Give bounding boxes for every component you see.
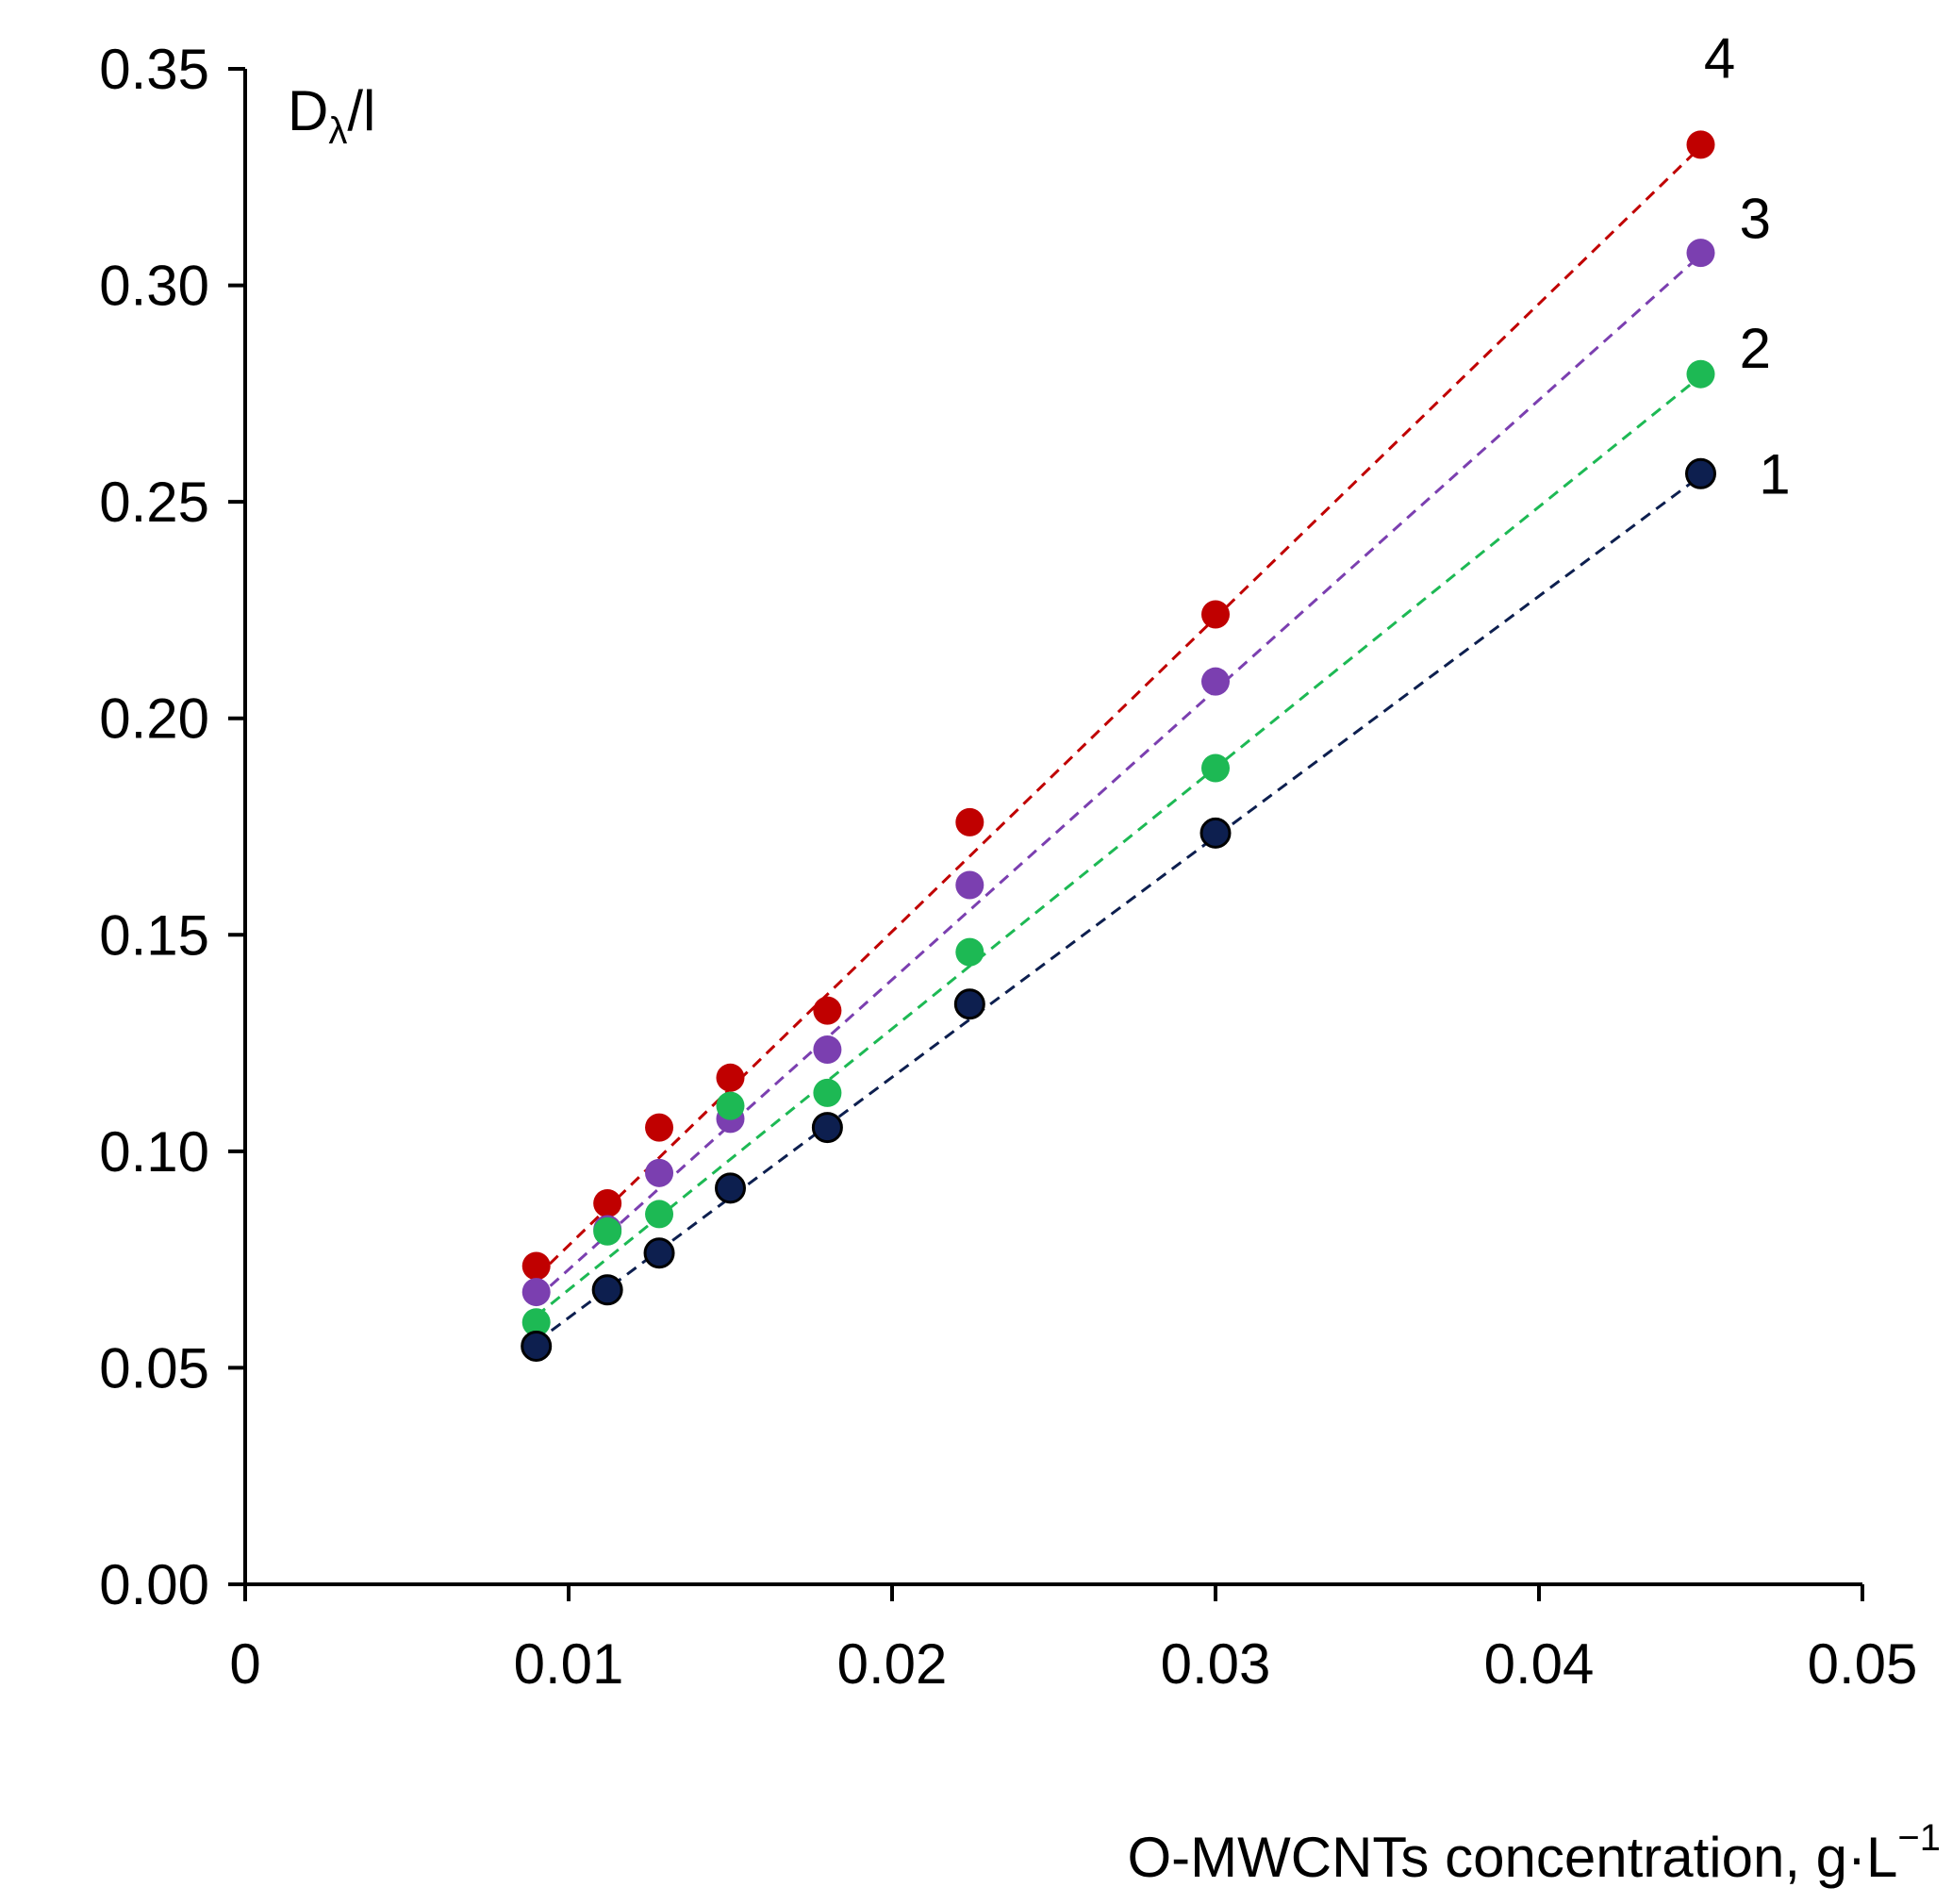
data-point-series-1 — [811, 1112, 843, 1144]
ticks-group: 0.00 0.05 0.10 0.15 0.20 0.25 0.30 0.35 0 0.01 0.0… — [99, 38, 1917, 1696]
axes-group — [243, 69, 1862, 1586]
data-point-series-4 — [1201, 600, 1230, 629]
data-point-series-2 — [645, 1200, 674, 1229]
y-axis-title-subscript: λ — [328, 110, 347, 152]
x-tick-label: 0.01 — [514, 1632, 624, 1696]
x-axis-title: O-MWCNTs concentration, g·L−1 — [1128, 1817, 1942, 1889]
x-tick-label: 0.05 — [1808, 1632, 1918, 1696]
data-point-series-4 — [813, 996, 842, 1025]
trendline-series-1 — [535, 474, 1702, 1344]
data-point-series-3 — [645, 1158, 674, 1187]
y-axis-title-main: D — [288, 79, 328, 142]
trendline-series-2 — [535, 374, 1702, 1317]
data-point-series-4 — [955, 807, 984, 836]
data-point-series-1 — [1685, 457, 1716, 489]
y-tick-label: 0.00 — [99, 1553, 209, 1616]
data-point-series-3 — [521, 1278, 551, 1307]
series-label-4: 4 — [1704, 27, 1735, 91]
data-point-series-3 — [1686, 239, 1715, 268]
data-point-series-1 — [715, 1172, 746, 1204]
data-point-series-2 — [1686, 359, 1715, 389]
data-point-series-4 — [521, 1251, 551, 1281]
x-tick-label: 0 — [229, 1632, 260, 1696]
y-tick-label: 0.20 — [99, 687, 209, 751]
data-point-series-2 — [593, 1217, 622, 1246]
trendline-series-4 — [535, 145, 1702, 1279]
data-point-series-2 — [716, 1091, 745, 1120]
data-point-series-1 — [521, 1330, 553, 1362]
data-point-series-4 — [593, 1188, 622, 1217]
x-tick-label: 0.03 — [1161, 1632, 1271, 1696]
x-axis-title-superscript: −1 — [1897, 1817, 1941, 1859]
y-tick-label: 0.15 — [99, 903, 209, 967]
series-labels-group: 1 2 3 4 — [1704, 27, 1791, 506]
data-point-series-3 — [813, 1035, 842, 1064]
data-point-series-4 — [716, 1063, 745, 1092]
data-point-series-4 — [645, 1113, 674, 1142]
data-point-series-1 — [953, 988, 985, 1020]
data-point-series-3 — [955, 870, 984, 900]
data-point-series-3 — [1201, 667, 1230, 696]
y-tick-label: 0.10 — [99, 1120, 209, 1184]
data-point-series-1 — [1199, 817, 1232, 849]
y-tick-label: 0.35 — [99, 38, 209, 101]
data-point-series-1 — [643, 1237, 675, 1269]
x-tick-label: 0.04 — [1484, 1632, 1595, 1696]
data-point-series-2 — [813, 1078, 842, 1107]
data-point-series-2 — [521, 1308, 551, 1337]
y-axis-title-rest: /l — [347, 79, 375, 142]
x-tick-label: 0.02 — [837, 1632, 948, 1696]
series-label-2: 2 — [1740, 317, 1771, 380]
x-axis-title-main: O-MWCNTs concentration, g·L — [1128, 1826, 1898, 1889]
trendline-series-3 — [535, 254, 1702, 1300]
y-tick-label: 0.05 — [99, 1336, 209, 1399]
y-axis-title: Dλ/l — [288, 79, 375, 152]
series-label-3: 3 — [1740, 187, 1771, 250]
y-tick-label: 0.25 — [99, 471, 209, 534]
data-point-series-2 — [955, 937, 984, 967]
data-point-series-2 — [1201, 753, 1230, 783]
y-tick-label: 0.30 — [99, 255, 209, 318]
series-label-1: 1 — [1759, 442, 1790, 505]
trendlines-group — [535, 145, 1702, 1344]
data-point-series-1 — [591, 1274, 623, 1306]
points-group — [521, 130, 1716, 1362]
data-point-series-4 — [1686, 130, 1715, 159]
